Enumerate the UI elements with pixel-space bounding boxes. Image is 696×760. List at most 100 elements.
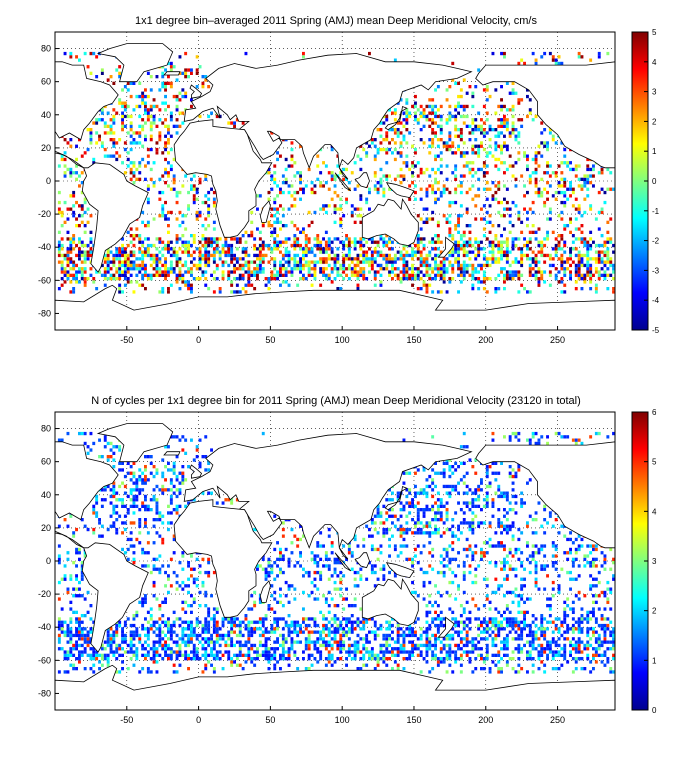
data-bin [215, 263, 219, 268]
data-bin [144, 653, 147, 657]
data-bin [273, 514, 277, 518]
data-bin [123, 260, 127, 264]
data-bin [72, 263, 76, 268]
data-bin [350, 267, 354, 271]
data-bin [238, 620, 242, 624]
data-bin [471, 287, 475, 291]
data-bin [391, 667, 394, 671]
data-bin [187, 204, 190, 208]
data-bin [212, 257, 216, 261]
data-bin [215, 650, 219, 654]
data-bin [540, 177, 544, 181]
data-bin [258, 653, 262, 657]
data-bin [359, 607, 363, 611]
data-bin [546, 161, 549, 165]
data-bin [503, 124, 506, 128]
data-bin [491, 257, 495, 261]
data-bin [138, 247, 142, 251]
data-bin [135, 610, 139, 614]
data-bin [192, 647, 196, 651]
data-bin [419, 104, 423, 109]
data-bin [534, 151, 538, 155]
data-bin [158, 617, 162, 621]
data-bin [428, 267, 432, 271]
data-bin [279, 260, 282, 264]
data-bin [468, 250, 472, 254]
data-bin [267, 167, 271, 172]
data-bin [396, 101, 400, 105]
data-bin [382, 253, 386, 258]
data-bin [293, 630, 297, 634]
data-bin [350, 614, 354, 618]
data-bin [129, 498, 133, 502]
data-bin [204, 647, 208, 651]
data-bin [606, 220, 610, 224]
data-bin [121, 88, 124, 92]
data-bin [333, 220, 337, 224]
data-bin [474, 240, 478, 244]
data-bin [63, 200, 67, 205]
data-bin [89, 657, 93, 661]
data-bin [465, 240, 469, 244]
data-bin [408, 623, 412, 628]
data-bin [184, 600, 188, 604]
data-bin [190, 184, 193, 188]
data-bin [75, 217, 78, 221]
data-bin [135, 647, 139, 651]
data-bin [158, 190, 162, 195]
data-bin [474, 270, 478, 274]
data-bin [373, 250, 377, 254]
data-bin [313, 643, 317, 648]
data-bin [324, 564, 328, 568]
data-bin [327, 171, 331, 175]
data-bin [129, 630, 133, 634]
data-bin [204, 667, 208, 671]
data-bin [494, 147, 498, 152]
data-bin [322, 273, 325, 277]
data-bin [528, 263, 532, 268]
data-bin [290, 220, 294, 224]
data-bin [273, 657, 277, 661]
data-bin [284, 620, 288, 624]
data-bin [534, 58, 538, 62]
data-bin [241, 250, 245, 254]
data-bin [411, 647, 414, 651]
data-bin [204, 604, 208, 608]
data-bin [195, 620, 199, 624]
data-bin [212, 237, 216, 241]
data-bin [121, 653, 124, 657]
data-bin [350, 260, 354, 264]
data-bin [144, 101, 147, 105]
data-bin [112, 481, 116, 485]
data-bin [270, 187, 274, 191]
data-bin [485, 151, 489, 155]
data-bin [290, 164, 294, 168]
data-bin [172, 94, 176, 99]
data-bin [190, 260, 193, 264]
data-bin [428, 273, 432, 277]
data-bin [230, 290, 234, 294]
data-bin [281, 190, 285, 195]
data-bin [396, 647, 400, 651]
data-bin [253, 253, 257, 258]
data-bin [434, 111, 437, 115]
data-bin [201, 270, 205, 274]
data-bin [121, 128, 124, 132]
data-bin [181, 94, 185, 99]
data-bin [393, 647, 397, 651]
data-bin [362, 537, 366, 542]
data-bin [457, 111, 460, 115]
data-bin [296, 240, 300, 244]
data-bin [414, 114, 417, 119]
data-bin [505, 277, 509, 281]
data-bin [586, 253, 590, 258]
data-bin [72, 210, 76, 215]
data-bin [293, 243, 297, 248]
data-bin [60, 237, 64, 241]
data-bin [388, 527, 391, 532]
data-bin [497, 118, 501, 122]
data-bin [256, 207, 259, 211]
data-bin [78, 250, 81, 254]
data-bin [281, 267, 285, 271]
data-bin [439, 104, 443, 109]
